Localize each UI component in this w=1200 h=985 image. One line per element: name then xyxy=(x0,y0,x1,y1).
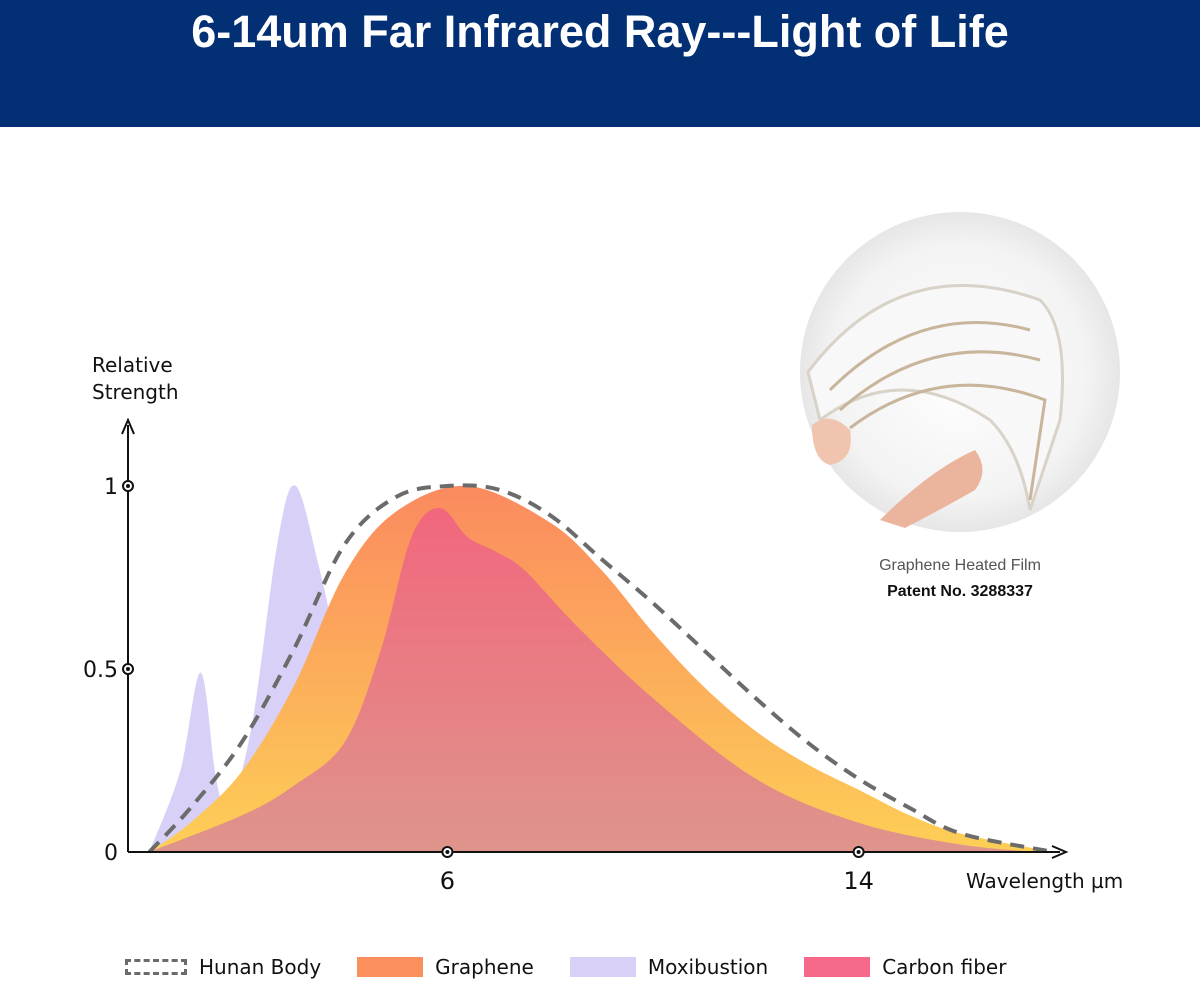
series-layer xyxy=(147,483,1055,854)
legend-label: Hunan Body xyxy=(199,955,322,979)
patent-number: Patent No. 3288337 xyxy=(887,583,1033,600)
series-moxibustion xyxy=(149,485,551,852)
finger xyxy=(880,450,983,528)
y-axis-arrow-icon xyxy=(121,417,135,435)
legend: Hunan Body Graphene Moxibustion Carbon f… xyxy=(125,955,1042,979)
y-axis-label-line2: Strength xyxy=(92,380,179,404)
legend-swatch-carbon xyxy=(804,957,871,977)
x-tick-marker-dot xyxy=(445,850,450,854)
graphene-film-photo xyxy=(800,212,1120,532)
legend-label: Graphene xyxy=(435,955,534,979)
x-axis-arrow-icon xyxy=(1051,845,1069,859)
legend-swatch-moxibustion xyxy=(569,957,636,977)
y-tick-label: 0.5 xyxy=(83,658,118,683)
legend-item-moxibustion: Moxibustion xyxy=(569,955,769,979)
film-trace xyxy=(849,383,1047,501)
y-tick-label: 0 xyxy=(104,841,118,866)
legend-item-graphene: Graphene xyxy=(357,955,534,979)
x-axis-label: Wavelength µm xyxy=(966,869,1123,893)
x-tick-marker-dot xyxy=(856,850,861,854)
y-tick-label: 1 xyxy=(104,475,118,500)
legend-item-human: Hunan Body xyxy=(125,955,321,979)
series-carbon xyxy=(149,507,1039,852)
x-tick-label: 6 xyxy=(440,867,455,895)
finger xyxy=(812,418,851,465)
legend-label: Moxibustion xyxy=(647,955,769,979)
film-trace xyxy=(828,321,1031,392)
ticks: 1 0.5 0 6 14 xyxy=(83,475,874,895)
y-tick-marker-dot xyxy=(126,484,130,488)
x-tick-label: 14 xyxy=(843,867,874,895)
legend-swatch-human xyxy=(125,959,187,975)
y-axis-label-line1: Relative xyxy=(92,353,173,377)
film-trace xyxy=(839,350,1041,412)
page-title: 6-14um Far Infrared Ray---Light of Life xyxy=(191,6,1009,57)
photo-caption: Graphene Heated Film xyxy=(879,557,1041,574)
header-banner: 6-14um Far Infrared Ray---Light of Life xyxy=(0,0,1200,127)
series-human xyxy=(147,483,1055,854)
legend-swatch-graphene xyxy=(357,957,424,977)
y-tick-marker-dot xyxy=(126,667,130,671)
legend-item-carbon: Carbon fiber xyxy=(804,955,1006,979)
legend-label: Carbon fiber xyxy=(882,955,1007,979)
